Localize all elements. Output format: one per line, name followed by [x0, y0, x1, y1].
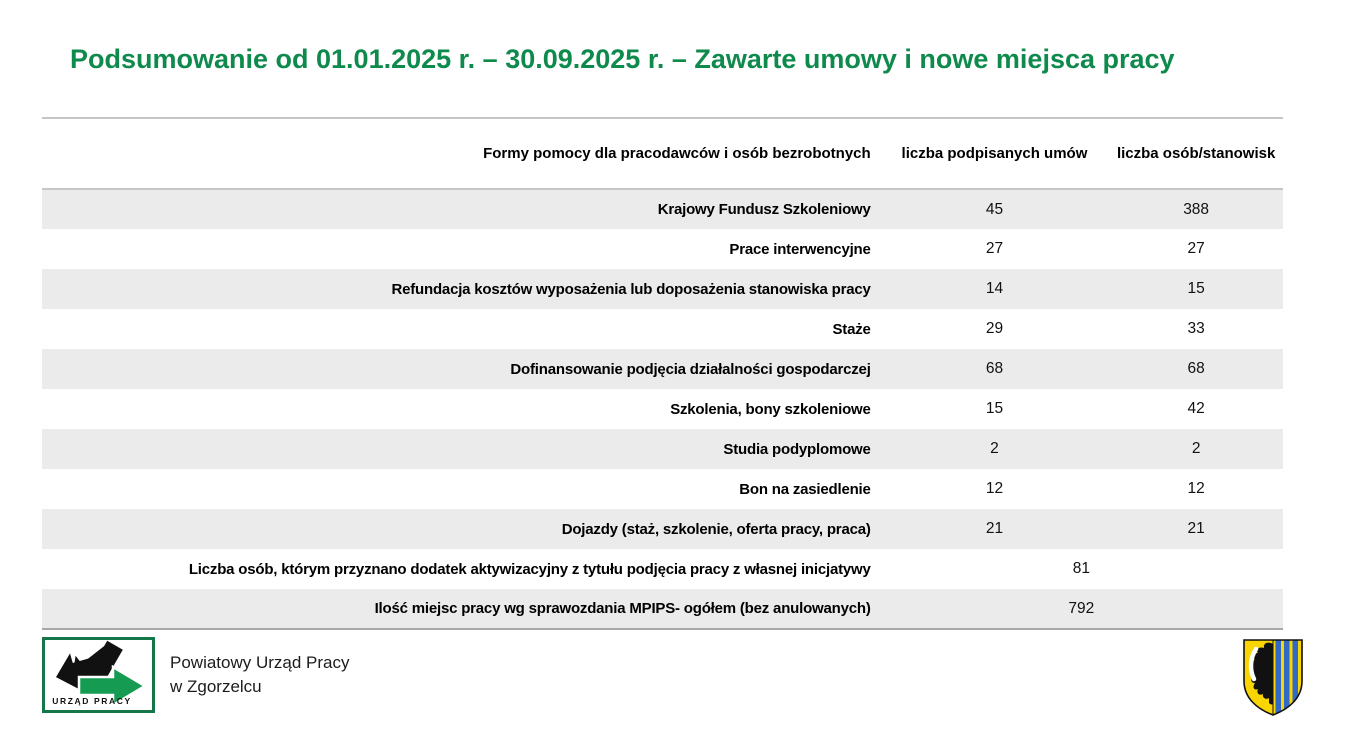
- green-arrow-icon: [77, 664, 148, 708]
- zgorzelec-coat-of-arms-icon: [1240, 637, 1306, 719]
- row-label: Bon na zasiedlenie: [739, 480, 871, 498]
- summary-table: Formy pomocy dla pracodawców i osób bezr…: [42, 117, 1283, 630]
- table-row: Prace interwencyjne 27 27: [42, 229, 1283, 269]
- row-value-contracts: 21: [985, 520, 1004, 537]
- row-label: Prace interwencyjne: [729, 240, 871, 258]
- table-row: Szkolenia, bony szkoleniowe 15 42: [42, 389, 1283, 429]
- row-value-persons: 12: [1187, 480, 1205, 497]
- row-value-contracts: 27: [985, 240, 1004, 257]
- table-row: Dojazdy (staż, szkolenie, oferta pracy, …: [42, 509, 1283, 549]
- row-label: Liczba osób, którym przyznano dodatek ak…: [188, 560, 871, 578]
- row-label: Refundacja kosztów wyposażenia lub dopos…: [391, 280, 871, 298]
- row-label: Dojazdy (staż, szkolenie, oferta pracy, …: [561, 520, 871, 538]
- row-value-persons: 388: [1183, 200, 1210, 218]
- row-value-contracts: 15: [985, 400, 1004, 417]
- table-row: Liczba osób, którym przyznano dodatek ak…: [42, 549, 1283, 589]
- table-row: Dofinansowanie podjęcia działalności gos…: [42, 349, 1283, 389]
- table-row: Studia podyplomowe 2 2: [42, 429, 1283, 469]
- table-row: Bon na zasiedlenie 12 12: [42, 469, 1283, 509]
- row-value-persons: 2: [1191, 440, 1201, 457]
- row-value-contracts: 29: [985, 320, 1004, 337]
- organization-name: Powiatowy Urząd Pracy w Zgorzelcu: [170, 651, 350, 699]
- row-value-persons: 68: [1187, 360, 1205, 377]
- row-value-merged: 792: [1068, 599, 1095, 617]
- table-row: Ilość miejsc pracy wg sprawozdania MPIPS…: [42, 589, 1283, 629]
- table-header-row: Formy pomocy dla pracodawców i osób bezr…: [42, 118, 1283, 190]
- row-value-persons: 21: [1187, 520, 1205, 537]
- urzad-pracy-logo-icon: URZĄD PRACY: [50, 640, 148, 708]
- table-body: Krajowy Fundusz Szkoleniowy 45 388 Prace in…: [42, 189, 1283, 629]
- table-row: Refundacja kosztów wyposażenia lub dopos…: [42, 269, 1283, 309]
- page-title: Podsumowanie od 01.01.2025 r. – 30.09.20…: [70, 44, 1175, 74]
- row-label: Szkolenia, bony szkoleniowe: [670, 400, 871, 418]
- column-header-contracts: liczba podpisanych umów: [879, 118, 1110, 190]
- row-label: Ilość miejsc pracy wg sprawozdania MPIPS…: [374, 600, 871, 617]
- summary-table-container: Formy pomocy dla pracodawców i osób bezr…: [42, 117, 1283, 630]
- column-header-persons: liczba osób/stanowisk: [1109, 118, 1283, 190]
- row-value-contracts: 12: [985, 480, 1004, 497]
- row-value-persons: 33: [1187, 320, 1205, 337]
- organization-line2: w Zgorzelcu: [170, 677, 262, 696]
- row-label: Krajowy Fundusz Szkoleniowy: [657, 201, 871, 218]
- row-value-contracts: 68: [985, 360, 1004, 377]
- table-row: Staże 29 33: [42, 309, 1283, 349]
- urzad-pracy-logo: URZĄD PRACY: [42, 637, 155, 713]
- row-value-persons: 42: [1187, 400, 1205, 417]
- row-label: Staże: [832, 320, 871, 338]
- row-value-contracts: 14: [985, 280, 1004, 297]
- row-value-merged: 81: [1072, 560, 1090, 577]
- row-label: Dofinansowanie podjęcia działalności gos…: [510, 360, 871, 378]
- row-value-contracts: 2: [990, 440, 999, 457]
- logo-caption-text: URZĄD PRACY: [52, 696, 131, 706]
- organization-line1: Powiatowy Urząd Pracy: [170, 653, 350, 672]
- row-value-contracts: 45: [985, 200, 1004, 218]
- column-header-forms: Formy pomocy dla pracodawców i osób bezr…: [42, 118, 880, 190]
- table-row: Krajowy Fundusz Szkoleniowy 45 388: [42, 189, 1283, 229]
- row-value-persons: 27: [1187, 240, 1205, 257]
- row-value-persons: 15: [1187, 280, 1205, 297]
- row-label: Studia podyplomowe: [723, 440, 871, 458]
